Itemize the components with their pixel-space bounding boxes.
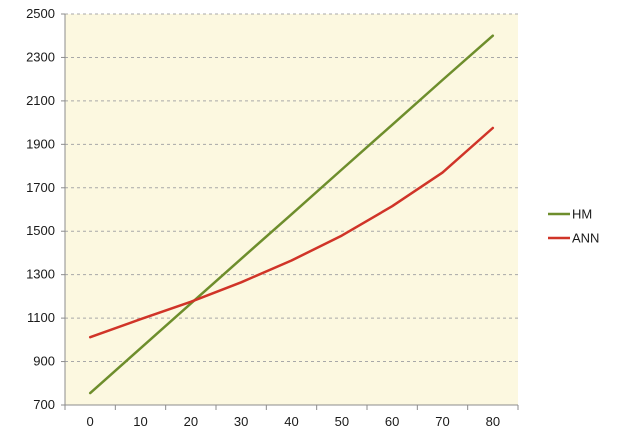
legend-label-ann: ANN (572, 231, 599, 246)
legend: HM ANN (548, 207, 599, 246)
x-tick-label: 60 (385, 414, 399, 429)
x-tick-label: 70 (435, 414, 449, 429)
y-tick-label: 2300 (26, 49, 55, 64)
y-tick-label: 900 (33, 354, 55, 369)
axes: 700 900 1100 1300 1500 1700 1900 2100 2300 2500 0 1… (26, 6, 519, 429)
y-tick-label: 700 (33, 397, 55, 412)
y-tick-label: 2500 (26, 6, 55, 21)
y-tick-label: 1100 (27, 310, 55, 325)
x-tick-label: 20 (184, 414, 198, 429)
legend-label-hm: HM (572, 207, 592, 222)
x-tick-label: 0 (87, 414, 94, 429)
x-tick-label: 30 (234, 414, 248, 429)
y-tick-label: 2100 (26, 93, 55, 108)
y-tick-label: 1900 (26, 136, 55, 151)
x-tick-label: 10 (133, 414, 147, 429)
series-line-hm (88, 34, 495, 395)
y-tick-label: 1300 (26, 267, 55, 282)
x-tick-label: 50 (335, 414, 349, 429)
x-tick-label: 80 (486, 414, 500, 429)
y-tick-label: 1500 (26, 223, 55, 238)
y-tick-label: 1700 (26, 180, 55, 195)
series-lines (88, 34, 495, 395)
x-tick-label: 40 (284, 414, 298, 429)
series-line-ann (88, 126, 495, 339)
